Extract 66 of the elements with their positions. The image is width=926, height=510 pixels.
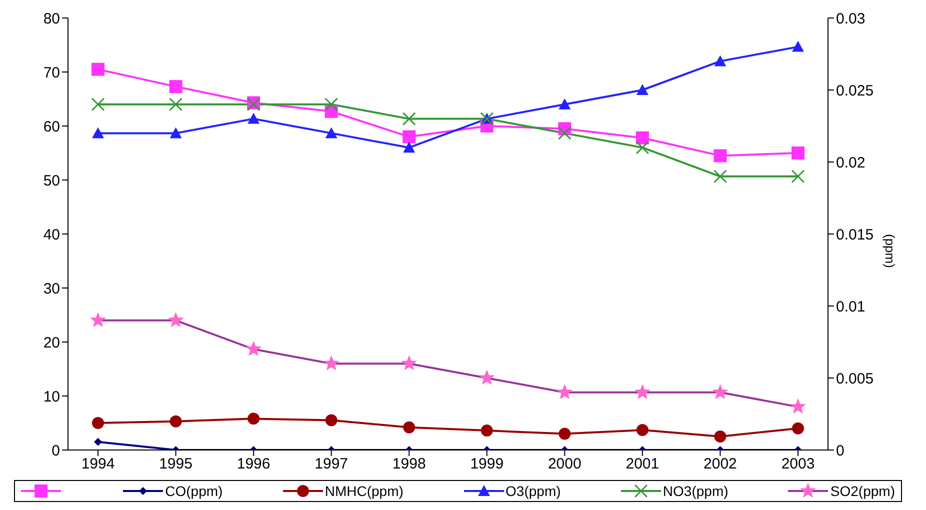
point	[714, 430, 726, 442]
x-tick-label: 1996	[236, 456, 270, 473]
point	[792, 422, 804, 434]
point	[791, 170, 805, 184]
point	[558, 126, 572, 140]
point	[324, 98, 338, 112]
x-tick-label: 1998	[392, 456, 426, 473]
point	[170, 415, 182, 428]
x-tick-label: 2003	[781, 456, 815, 473]
point	[636, 84, 648, 95]
point	[558, 98, 571, 110]
x-tick-label: 2002	[704, 456, 737, 473]
x-tick-label: 1999	[470, 456, 504, 473]
y-tick-label: 0	[52, 442, 60, 460]
point	[402, 130, 416, 144]
point	[94, 438, 102, 446]
legend-label: SO2(ppm)	[830, 483, 895, 499]
point	[248, 412, 260, 425]
x-tick-label: 2000	[548, 456, 582, 473]
y2-tick-label: 0.015	[836, 226, 874, 244]
legend-label: NMHC(ppm)	[324, 483, 404, 499]
y2-tick-label: 0.025	[836, 82, 874, 100]
y2-tick-label: 0.005	[836, 370, 874, 388]
legend-label: NO3(ppm)	[662, 483, 728, 499]
point	[402, 112, 416, 126]
point	[91, 98, 105, 112]
point	[403, 421, 416, 434]
point	[325, 414, 338, 426]
point	[170, 127, 182, 138]
x-tick-label: 1994	[81, 456, 115, 473]
point	[403, 142, 416, 153]
x-tick-label: 2001	[626, 456, 660, 473]
y-tick-label: 10	[43, 388, 60, 406]
y-tick-label: 50	[43, 172, 60, 190]
point	[792, 146, 804, 160]
point	[92, 127, 104, 138]
y2-tick-label: 0.02	[836, 154, 866, 172]
point	[714, 149, 727, 162]
legend-label: O3(ppm)	[506, 483, 561, 499]
point	[92, 62, 104, 76]
point	[713, 170, 727, 184]
point	[636, 424, 648, 436]
y-tick-label: 80	[43, 10, 60, 28]
y2-tick-label: 0.01	[836, 298, 866, 316]
y2-axis-title: (ppm)	[882, 234, 898, 268]
point	[558, 428, 571, 440]
point	[169, 98, 183, 112]
point	[169, 80, 182, 94]
point	[714, 55, 726, 66]
y2-tick-label: 0.03	[836, 10, 866, 28]
point	[636, 131, 649, 144]
point	[792, 40, 804, 52]
y-tick-label: 30	[43, 280, 60, 298]
point	[480, 424, 493, 437]
y-tick-label: 20	[43, 334, 60, 352]
y-tick-label: 70	[43, 64, 60, 82]
point	[248, 112, 260, 124]
x-tick-label: 1995	[159, 456, 192, 473]
point	[325, 127, 338, 138]
point	[636, 140, 650, 154]
legend-label: CO(ppm)	[165, 483, 223, 499]
y-tick-label: 40	[43, 226, 60, 244]
point	[92, 417, 104, 429]
y-tick-label: 60	[43, 118, 60, 136]
x-tick-label: 1997	[314, 456, 348, 473]
y2-tick-label: 0	[836, 442, 844, 460]
